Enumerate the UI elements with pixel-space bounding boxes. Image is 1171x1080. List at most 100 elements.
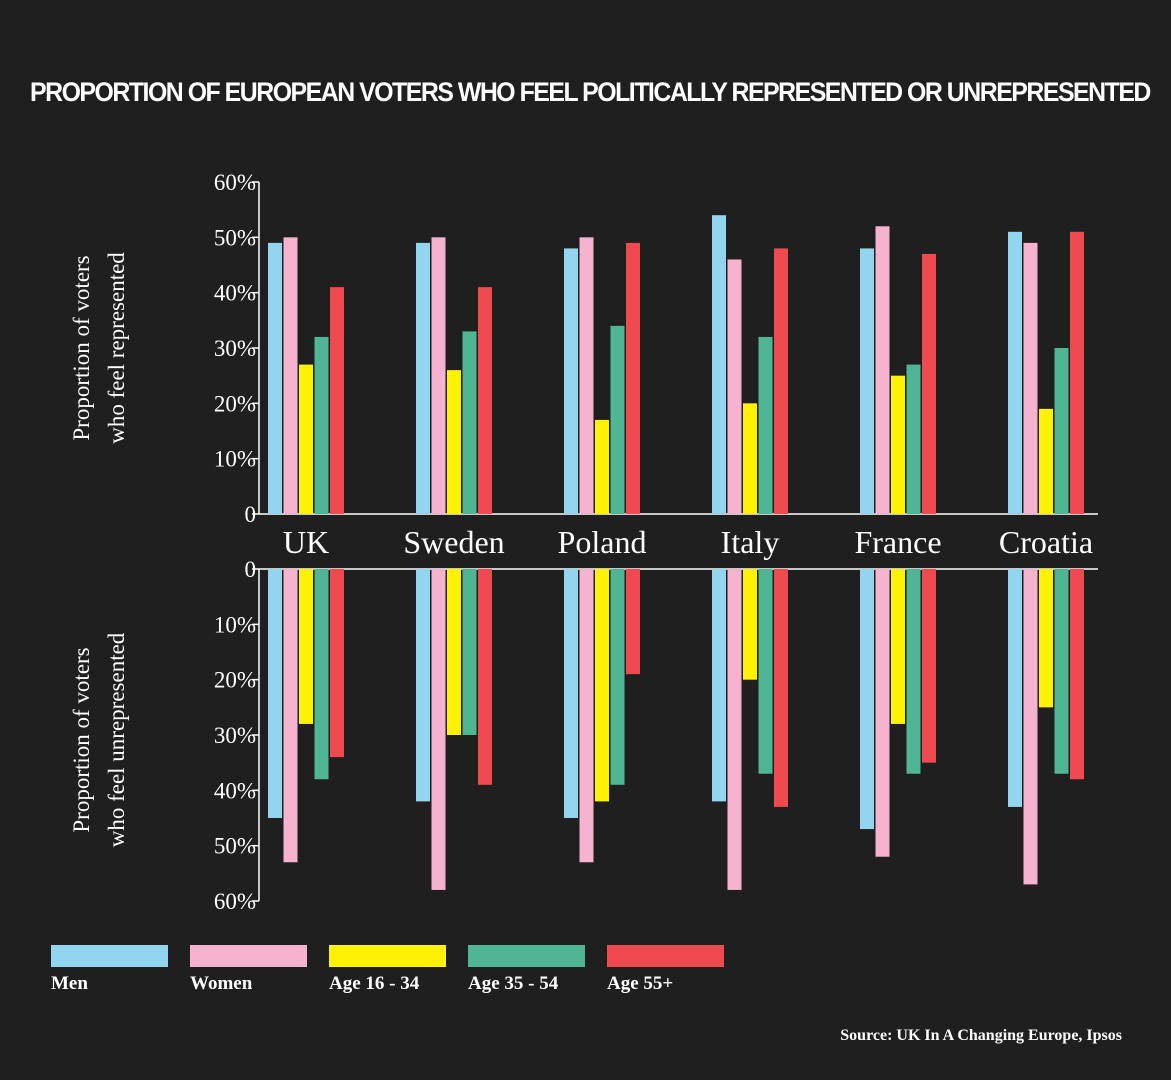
bar-represented (299, 364, 313, 514)
bar-unrepresented (564, 569, 578, 818)
bar-represented (610, 325, 625, 514)
bottom-tick-label: 20% (214, 668, 256, 693)
top-tick-label: 30% (214, 336, 256, 361)
bar-unrepresented (906, 569, 921, 774)
bar-unrepresented (774, 569, 788, 807)
top-y-axis-title-line2: who feel represented (104, 252, 129, 444)
legend-swatch (607, 945, 724, 967)
legend-item: Age 55+ (607, 945, 724, 995)
legend-swatch (51, 945, 168, 967)
bar-represented (1023, 242, 1038, 514)
bar-unrepresented (579, 569, 594, 863)
bar-represented (891, 375, 905, 514)
bar-represented (595, 419, 609, 514)
top-tick-label: 40% (214, 281, 256, 306)
category-label: Poland (558, 524, 647, 560)
bar-represented (283, 237, 298, 515)
bar-represented (758, 336, 773, 514)
bar-unrepresented (626, 569, 640, 675)
bar-represented (431, 237, 446, 515)
bar-represented (712, 215, 726, 514)
bar-represented (626, 242, 640, 514)
legend-swatch (468, 945, 585, 967)
bar-unrepresented (610, 569, 625, 785)
category-label: France (854, 524, 941, 560)
bar-unrepresented (283, 569, 298, 863)
bar-unrepresented (431, 569, 446, 890)
bottom-tick-label: 60% (214, 889, 256, 914)
bar-represented (478, 287, 492, 514)
legend-label: Women (190, 973, 253, 994)
bar-represented (860, 248, 874, 514)
bar-unrepresented (860, 569, 874, 830)
bar-represented (1054, 348, 1069, 514)
category-label: UK (283, 524, 329, 560)
top-tick-label: 50% (214, 225, 256, 250)
bar-represented (1039, 408, 1053, 514)
top-tick-label: 10% (214, 447, 256, 472)
bar-represented (1070, 231, 1084, 515)
bar-represented (743, 403, 757, 514)
legend-label: Men (51, 973, 88, 994)
bar-represented (906, 364, 921, 514)
bar-represented (462, 331, 477, 514)
chart-title: PROPORTION OF EUROPEAN VOTERS WHO FEEL P… (30, 77, 1151, 107)
bottom-y-axis-title-line2: who feel unrepresented (104, 632, 129, 847)
bar-unrepresented (1023, 569, 1038, 885)
bar-represented (579, 237, 594, 515)
bar-unrepresented (922, 569, 936, 763)
bottom-tick-label: 10% (214, 612, 256, 637)
category-label: Croatia (999, 524, 1093, 560)
bar-unrepresented (875, 569, 890, 857)
bar-represented (314, 336, 329, 514)
category-label: Italy (721, 524, 780, 560)
legend-item: Men (51, 945, 168, 995)
bar-unrepresented (314, 569, 329, 780)
top-tick-label: 0 (245, 502, 257, 527)
bottom-y-axis-title-line1: Proportion of voters (69, 647, 94, 832)
legend-item: Age 35 - 54 (468, 945, 585, 995)
bar-unrepresented (1070, 569, 1084, 780)
bar-unrepresented (743, 569, 757, 680)
bar-unrepresented (268, 569, 282, 818)
bar-unrepresented (1008, 569, 1022, 807)
bar-represented (774, 248, 788, 514)
legend-item: Age 16 - 34 (329, 945, 446, 995)
bar-unrepresented (462, 569, 477, 735)
bar-unrepresented (1039, 569, 1053, 708)
bar-unrepresented (1054, 569, 1069, 774)
top-tick-label: 20% (214, 391, 256, 416)
bottom-tick-label: 40% (214, 778, 256, 803)
bar-unrepresented (447, 569, 461, 735)
legend-label: Age 55+ (607, 973, 674, 994)
bar-unrepresented (595, 569, 609, 802)
bar-unrepresented (758, 569, 773, 774)
bar-represented (922, 253, 936, 514)
bar-unrepresented (891, 569, 905, 724)
bar-represented (268, 242, 282, 514)
bottom-tick-label: 0 (245, 557, 257, 582)
legend-label: Age 16 - 34 (329, 973, 420, 994)
bar-unrepresented (478, 569, 492, 785)
category-label: Sweden (403, 524, 504, 560)
bar-unrepresented (416, 569, 430, 802)
bar-represented (875, 226, 890, 514)
bar-represented (564, 248, 578, 514)
bar-unrepresented (299, 569, 313, 724)
bar-represented (416, 242, 430, 514)
bar-represented (447, 370, 461, 514)
bar-unrepresented (727, 569, 742, 890)
source-note: Source: UK In A Changing Europe, Ipsos (840, 1027, 1122, 1044)
bottom-tick-label: 30% (214, 723, 256, 748)
top-y-axis-title-line1: Proportion of voters (69, 255, 94, 440)
bar-represented (727, 259, 742, 514)
bottom-tick-label: 50% (214, 834, 256, 859)
bar-represented (1008, 231, 1022, 515)
legend-swatch (329, 945, 446, 967)
bar-represented (330, 287, 344, 514)
legend-swatch (190, 945, 307, 967)
legend-label: Age 35 - 54 (468, 973, 559, 994)
legend-item: Women (190, 945, 307, 995)
